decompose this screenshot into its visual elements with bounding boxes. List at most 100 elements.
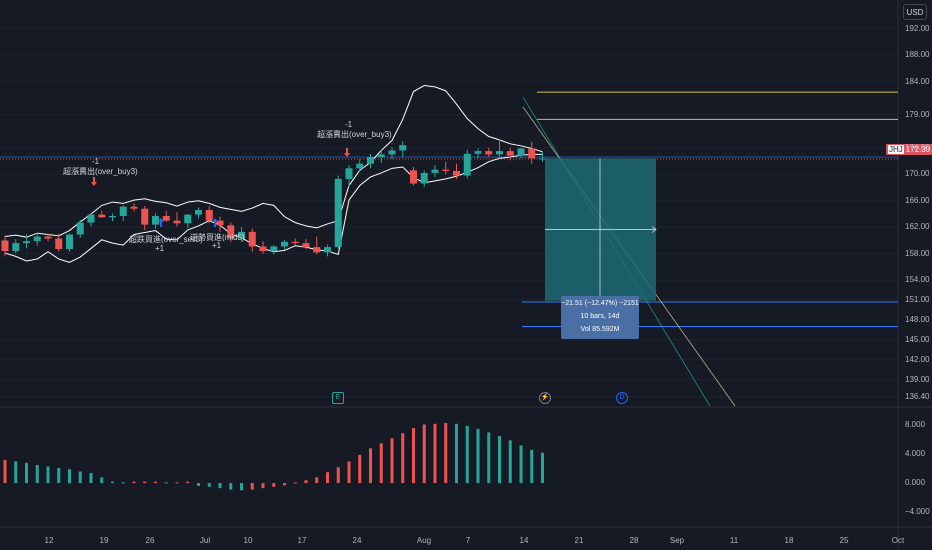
price-tick-label: 170.00 <box>905 169 930 179</box>
histogram-bar <box>229 483 233 490</box>
price-tick-label: 139.00 <box>905 374 930 384</box>
candle-body <box>76 222 84 235</box>
candle-body <box>270 246 278 252</box>
candle-body <box>442 169 450 171</box>
buy-arrow-icon <box>212 218 218 227</box>
candle-body <box>98 214 106 218</box>
candle-body <box>162 215 170 221</box>
time-tick-label: 24 <box>352 536 362 545</box>
price-tick-label: 192.00 <box>905 23 930 33</box>
candle-body <box>485 151 493 155</box>
histogram-bar <box>379 443 383 484</box>
histogram-bar <box>89 472 93 484</box>
buy-signal-label-2: 逆勢買進(mid5) <box>190 233 245 242</box>
candle-body <box>184 214 192 224</box>
candle-body <box>119 206 127 216</box>
candle-body <box>227 225 235 239</box>
candle-body <box>506 151 514 156</box>
histogram-bar <box>121 482 125 484</box>
indicator-tick-label: 4.000 <box>905 449 926 459</box>
candle-body <box>259 246 267 252</box>
histogram-bar <box>250 483 254 490</box>
earnings-icon[interactable]: E <box>332 392 344 404</box>
buy-arrow-icon <box>158 218 164 227</box>
sell-signal-qty-2: -1 <box>345 120 353 129</box>
measure-info-box: −21.51 (−12.47%) −2151 10 bars, 14d Vol … <box>561 296 639 339</box>
buy-signal-label-1: 超跌買進(over_sell5) <box>129 235 203 244</box>
measure-volume: Vol 85.592M <box>580 326 620 333</box>
candle-body <box>248 231 256 247</box>
histogram-bar <box>25 462 28 484</box>
histogram-bar <box>347 461 351 484</box>
candle-body <box>291 241 299 244</box>
candle-body <box>431 169 439 173</box>
candle-body <box>345 168 353 179</box>
price-tick-label: 136.40 <box>905 391 930 401</box>
histogram-bar <box>46 466 50 484</box>
candle-body <box>399 145 407 151</box>
measure-arrow-right <box>651 226 657 233</box>
candle-body <box>195 210 202 215</box>
histogram-bar <box>455 423 458 484</box>
histogram-bar <box>326 472 329 484</box>
dividend-icon[interactable]: D <box>616 392 628 404</box>
histogram-bar <box>186 481 190 484</box>
candle-body <box>216 220 224 226</box>
indicator-histogram <box>3 423 544 491</box>
last-price-value: 172.39 <box>905 145 931 154</box>
price-tick-label: 148.00 <box>905 314 930 324</box>
candle-body <box>528 148 536 159</box>
signal-arrows <box>91 148 350 227</box>
histogram-bar <box>197 483 200 486</box>
time-tick-label: 18 <box>784 536 794 545</box>
price-tick-label: 142.00 <box>905 354 930 364</box>
histogram-bar <box>154 481 157 484</box>
histogram-bar <box>175 482 179 484</box>
candle-body <box>141 208 149 225</box>
histogram-bar <box>412 428 415 484</box>
candle-body <box>334 178 342 248</box>
candle-body <box>496 151 503 155</box>
time-tick-label: 7 <box>465 536 471 545</box>
currency-button[interactable]: USD <box>903 4 927 20</box>
candle-body <box>55 238 63 250</box>
histogram-bar <box>100 477 104 484</box>
candle-body <box>539 158 546 160</box>
candle-body <box>302 243 310 248</box>
time-tick-label: 28 <box>629 536 639 545</box>
histogram-bar <box>433 423 437 484</box>
histogram-bar <box>498 436 501 484</box>
time-tick-label: 25 <box>839 536 849 545</box>
last-price-tag: JHJ 172.39 <box>886 144 932 155</box>
candle-body <box>44 236 52 239</box>
last-price-symbol: JHJ <box>888 145 904 154</box>
candle-body <box>109 215 116 218</box>
time-tick-label: 12 <box>44 536 54 545</box>
histogram-bar <box>272 483 276 487</box>
candle-body <box>152 215 159 225</box>
sell-signal-label-1: 超漲賣出(over_buy3) <box>63 167 138 176</box>
histogram-bar <box>401 433 405 484</box>
candle-body <box>12 243 20 252</box>
histogram-bar <box>293 482 297 484</box>
time-tick-label: Jul <box>199 536 211 545</box>
time-tick-label: 19 <box>99 536 109 545</box>
histogram-bar <box>530 449 534 484</box>
split-icon[interactable]: ⚡ <box>539 392 551 404</box>
sell-signal-qty-1: -1 <box>92 157 100 166</box>
candle-body <box>420 172 428 184</box>
sell-arrow-icon <box>344 148 350 157</box>
histogram-bar <box>390 438 394 484</box>
candle-body <box>324 247 331 253</box>
time-tick-label: 21 <box>574 536 584 545</box>
candle-body <box>281 241 288 247</box>
candle-body <box>1 240 9 252</box>
time-tick-label: Oct <box>891 536 905 545</box>
sell-signal-label-2: 超漲賣出(over_buy3) <box>317 130 392 139</box>
candle-body <box>453 170 460 176</box>
histogram-bar <box>336 467 340 484</box>
candle-body <box>173 220 181 224</box>
histogram-bar <box>3 459 7 484</box>
